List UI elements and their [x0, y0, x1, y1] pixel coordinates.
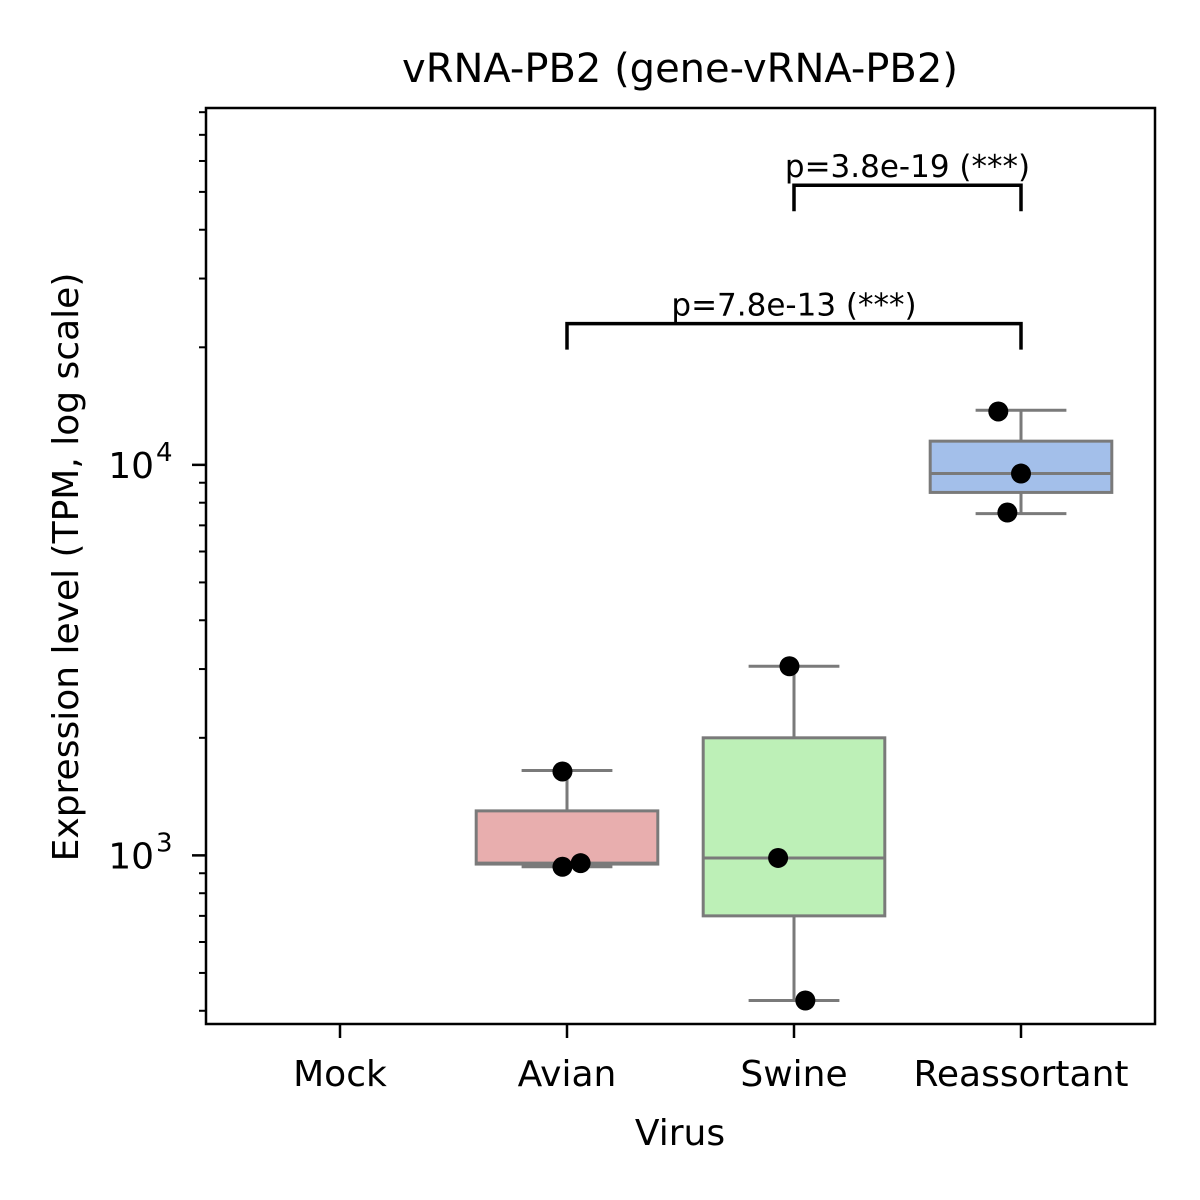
p-value-label: p=7.8e-13 (***) [671, 288, 916, 324]
x-tick-label-reassortant: Reassortant [913, 1054, 1128, 1095]
x-axis-label: Virus [635, 1113, 725, 1154]
x-tick-label-swine: Swine [740, 1054, 847, 1095]
y-tick-label: 10 3 [108, 828, 172, 877]
y-axis-label: Expression level (TPM, log scale) [46, 273, 87, 862]
y-tick-exponent: 4 [156, 438, 173, 468]
box-group-swine [701, 664, 887, 1002]
plot-area [474, 401, 1114, 1011]
significance-annotations: p=7.8e-13 (***) p=3.8e-19 (***) [565, 149, 1030, 350]
x-tick-label-avian: Avian [518, 1054, 617, 1095]
x-tick-label-mock: Mock [293, 1054, 387, 1095]
data-point [768, 847, 789, 868]
bracket-line [792, 183, 1023, 212]
y-tick-exponent: 3 [156, 828, 173, 858]
y-tick-label: 10 4 [108, 438, 172, 487]
significance-bracket: p=3.8e-19 (***) [785, 149, 1030, 212]
box-iqr [701, 736, 887, 918]
y-tick-base: 10 [108, 446, 154, 487]
data-point [779, 656, 800, 677]
box-group-reassortant [928, 408, 1114, 516]
box-iqr [474, 809, 660, 866]
data-point [1011, 463, 1031, 484]
data-point [552, 761, 573, 782]
plot-frame [204, 106, 1157, 1026]
data-point [997, 502, 1018, 523]
data-point [795, 990, 816, 1011]
chart-title: vRNA-PB2 (gene-vRNA-PB2) [402, 46, 958, 92]
data-point [988, 401, 1009, 422]
y-tick-base: 10 [108, 836, 154, 877]
data-point [552, 856, 573, 877]
p-value-label: p=3.8e-19 (***) [785, 149, 1030, 185]
box-group-avian [474, 768, 660, 869]
data-point [570, 853, 591, 874]
bracket-line [565, 321, 1023, 350]
significance-bracket: p=7.8e-13 (***) [565, 288, 1023, 350]
